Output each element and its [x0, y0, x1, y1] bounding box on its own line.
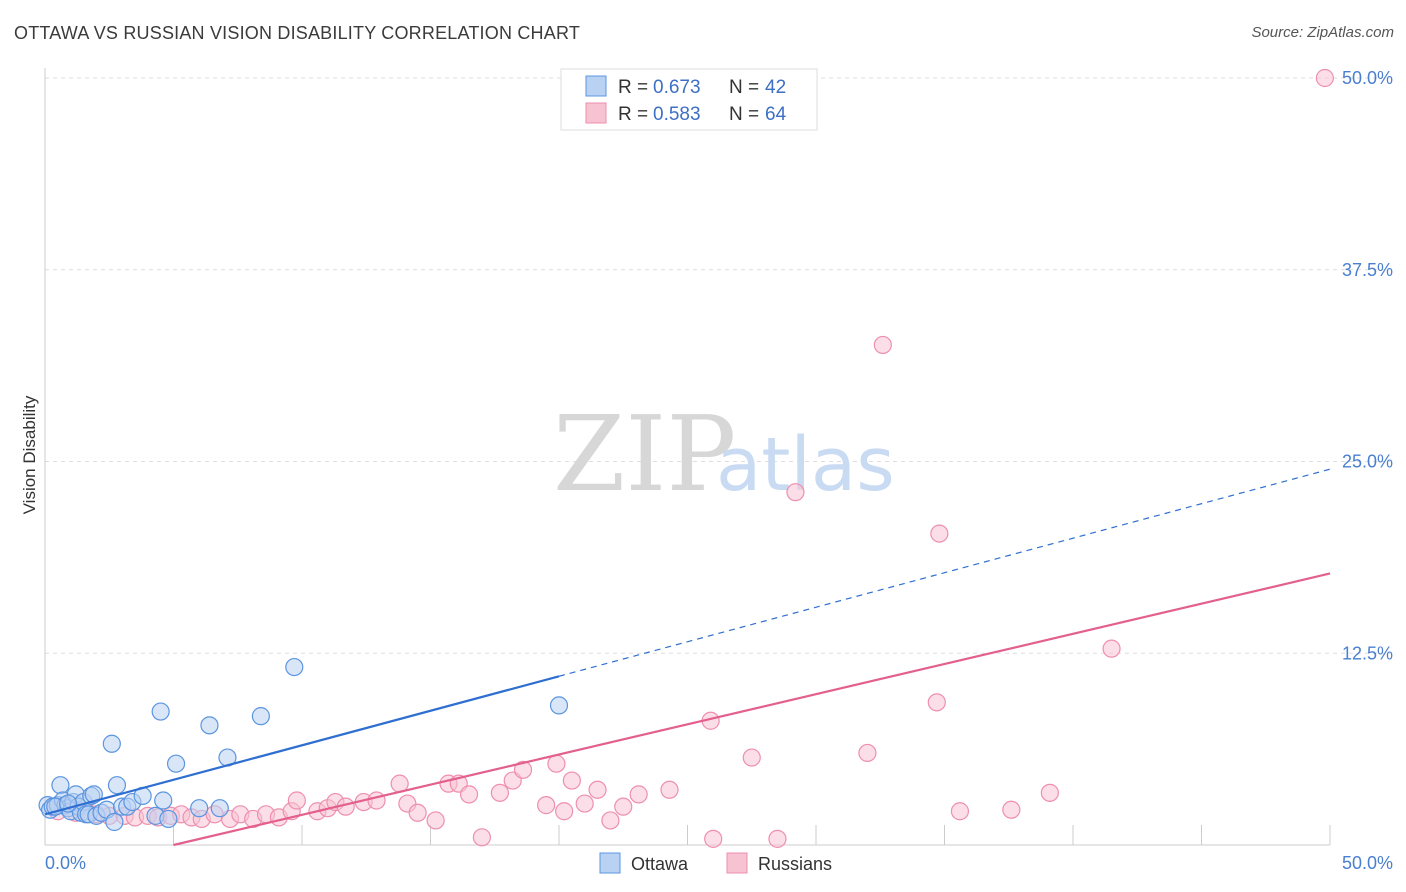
data-point — [549, 696, 569, 715]
data-point — [200, 716, 219, 735]
data-point — [601, 811, 620, 830]
y-axis-title: Vision Disability — [20, 395, 39, 514]
data-point — [166, 754, 186, 773]
data-point — [588, 780, 607, 799]
data-point — [547, 754, 566, 773]
data-point — [513, 760, 533, 779]
legend-n-value: 64 — [765, 104, 787, 125]
data-point — [408, 803, 427, 822]
data-points — [38, 68, 1334, 848]
legend-r-label: R = — [618, 77, 648, 98]
trend-lines — [44, 468, 1331, 847]
legend-swatch-russians — [585, 102, 607, 124]
x-tick-label: 50.0% — [1342, 853, 1393, 873]
data-point — [190, 799, 209, 818]
legend-r-value: 0.583 — [653, 104, 701, 125]
data-point — [742, 748, 761, 767]
data-point — [107, 776, 127, 795]
data-point — [1102, 639, 1121, 658]
y-tick-label: 50.0% — [1342, 68, 1393, 88]
y-tick-label: 37.5% — [1342, 260, 1393, 280]
data-point — [575, 794, 594, 813]
trend-line-ottawa — [44, 675, 560, 816]
data-point — [287, 791, 306, 810]
legend-n-value: 42 — [765, 77, 786, 98]
legend-r-value: 0.673 — [653, 77, 701, 98]
data-point — [285, 657, 304, 677]
data-point — [786, 483, 805, 502]
data-point — [614, 797, 633, 816]
watermark-atlas: atlas — [716, 422, 895, 508]
trend-line-ottawa-extension — [558, 468, 1331, 677]
legend-n-label: N = — [729, 104, 759, 125]
legend-bottom: Ottawa Russians — [599, 852, 832, 874]
watermark: ZIP atlas — [553, 393, 895, 515]
data-point — [1315, 68, 1334, 88]
data-point — [873, 335, 892, 355]
legend-bottom-swatch-russians — [726, 852, 748, 874]
data-point — [426, 811, 445, 830]
legend-r-label: R = — [618, 104, 648, 125]
data-point — [105, 812, 124, 832]
data-point — [210, 799, 229, 818]
data-point — [1040, 783, 1059, 802]
data-point — [555, 802, 574, 821]
data-point — [472, 828, 491, 847]
data-point — [930, 524, 949, 543]
grid-lines — [45, 77, 1390, 654]
data-point — [51, 776, 70, 795]
legend-bottom-label-russians: Russians — [758, 854, 832, 874]
data-point — [490, 783, 509, 802]
data-point — [927, 693, 946, 712]
legend-n-label: N = — [729, 77, 759, 98]
axes — [44, 68, 1331, 846]
legend-top: R = 0.673 N = 42 R = 0.583 N = 64 — [560, 68, 818, 131]
data-point — [950, 802, 970, 821]
x-tick-label: 0.0% — [45, 853, 86, 873]
data-point — [154, 791, 173, 810]
data-point — [151, 702, 170, 721]
legend-bottom-swatch-ottawa — [599, 852, 621, 874]
data-point — [629, 785, 648, 804]
data-point — [704, 829, 723, 848]
source-label: Source: ZipAtlas.com — [1251, 24, 1394, 41]
data-point — [84, 785, 103, 804]
legend-swatch-ottawa — [585, 75, 607, 97]
data-point — [102, 734, 121, 753]
tick-labels: 12.5% 25.0% 37.5% 50.0% 0.0% 50.0% — [45, 68, 1393, 873]
data-point — [159, 809, 178, 829]
data-point — [367, 791, 386, 810]
data-point — [459, 785, 479, 804]
watermark-zip: ZIP — [553, 393, 736, 515]
data-point — [768, 829, 787, 848]
data-point — [251, 707, 270, 726]
data-point — [660, 780, 679, 799]
y-tick-label: 12.5% — [1342, 643, 1393, 663]
data-point — [562, 771, 581, 790]
y-tick-label: 25.0% — [1342, 452, 1393, 472]
trend-line-russians — [173, 572, 1331, 847]
data-point — [1002, 800, 1021, 819]
data-point — [537, 796, 556, 815]
data-point — [858, 743, 877, 763]
chart-title: OTTAWA VS RUSSIAN VISION DISABILITY CORR… — [14, 23, 581, 43]
legend-bottom-label-ottawa: Ottawa — [631, 854, 689, 874]
